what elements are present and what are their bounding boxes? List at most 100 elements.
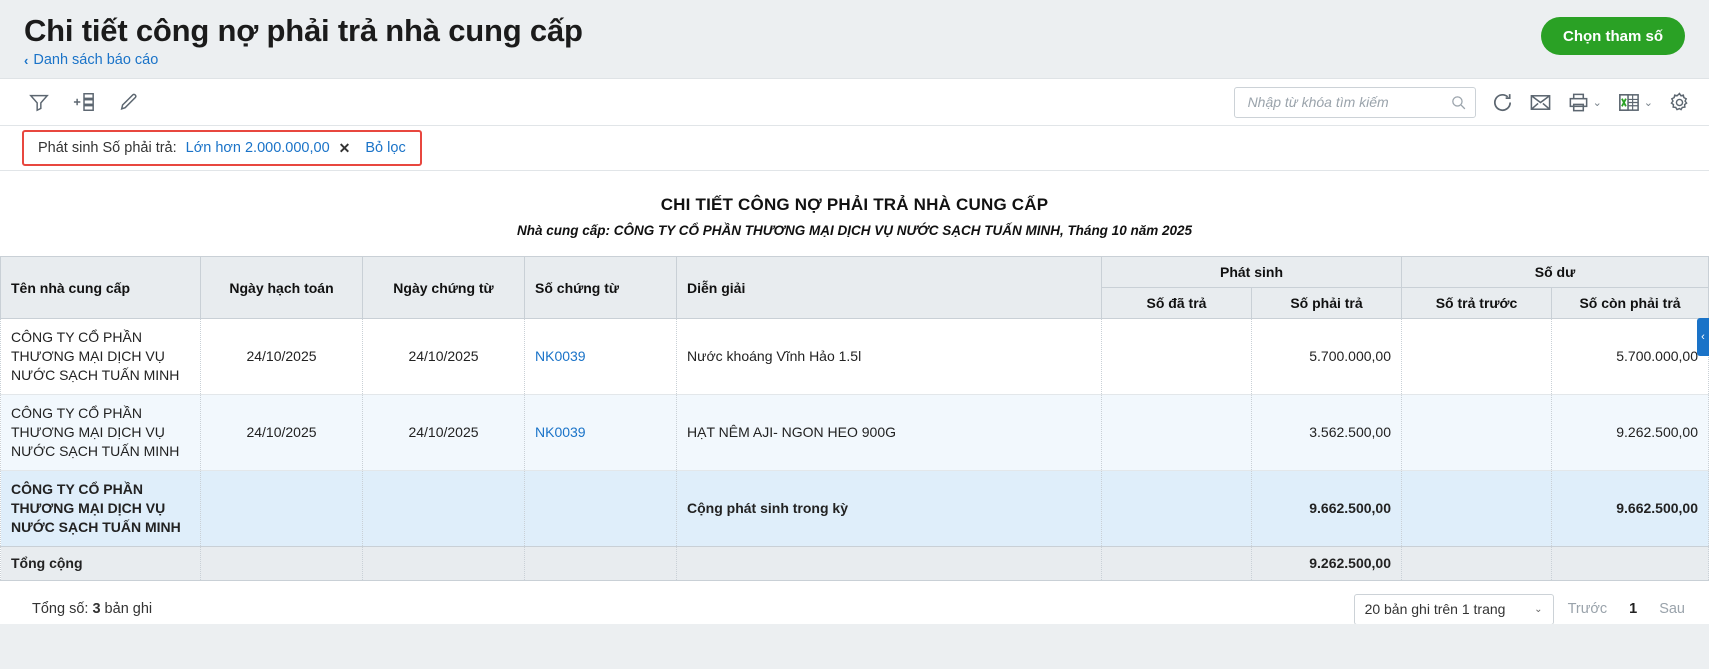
cell-posting-date: 24/10/2025 <box>200 394 363 471</box>
col-group-header-balance: Số dư <box>1401 256 1709 288</box>
report-title: CHI TIẾT CÔNG NỢ PHẢI TRẢ NHÀ CUNG CẤP <box>660 195 1049 214</box>
record-count: Tổng số: 3 bản ghi <box>32 601 152 617</box>
edit-icon[interactable] <box>118 91 140 113</box>
excel-icon[interactable] <box>1617 91 1641 114</box>
search-icon[interactable] <box>1450 94 1467 111</box>
collapse-panel-tab[interactable]: ‹ <box>1697 318 1709 356</box>
cell-prepaid <box>1401 470 1552 547</box>
cell-grand-remaining <box>1551 546 1709 581</box>
cell-paid <box>1100 394 1252 471</box>
cell-empty <box>676 546 1102 581</box>
choose-parameters-button[interactable]: Chọn tham số <box>1541 17 1685 55</box>
cell-paid <box>1100 318 1252 395</box>
col-header-prepaid[interactable]: Số trả trước <box>1401 287 1552 319</box>
chevron-left-icon: ‹ <box>24 52 29 68</box>
col-header-posting-date[interactable]: Ngày hạch toán <box>200 256 363 319</box>
add-column-icon[interactable] <box>72 91 96 113</box>
toolbar-divider <box>0 125 1709 126</box>
col-group-header-arising: Phát sinh <box>1100 256 1403 288</box>
cell-doc-date: 24/10/2025 <box>362 318 525 395</box>
page-size-select[interactable]: 20 bản ghi trên 1 trang ⌄ <box>1353 593 1554 625</box>
cell-grand-total-label: Tổng cộng <box>0 546 201 581</box>
prev-page-button[interactable]: Trước <box>1567 601 1608 617</box>
print-button[interactable]: ⌄ <box>1567 91 1602 114</box>
table-row[interactable]: CÔNG TY CỔ PHẦN THƯƠNG MẠI DỊCH VỤ NƯỚC … <box>0 318 1709 395</box>
active-filter-chip: Phát sinh Số phải trả: Lớn hơn 2.000.000… <box>22 130 422 166</box>
record-count-prefix: Tổng số: <box>32 601 93 617</box>
refresh-icon[interactable] <box>1491 91 1514 114</box>
search-box[interactable] <box>1233 86 1476 118</box>
close-icon[interactable]: ✕ <box>338 139 351 156</box>
breadcrumb-back-link[interactable]: ‹ Danh sách báo cáo <box>24 52 158 68</box>
filter-field-label: Phát sinh Số phải trả: <box>38 140 177 156</box>
filter-icon[interactable] <box>28 91 50 113</box>
toolbar: ⌄ ⌄ <box>0 79 1709 125</box>
table-row[interactable]: CÔNG TY CỔ PHẦN THƯƠNG MẠI DỊCH VỤ NƯỚC … <box>0 394 1709 471</box>
filter-bar: Phát sinh Số phải trả: Lớn hơn 2.000.000… <box>0 126 1709 170</box>
search-input[interactable] <box>1245 93 1450 111</box>
report-card: ⌄ ⌄ <box>0 78 1709 669</box>
filter-divider <box>0 170 1709 171</box>
settings-icon[interactable] <box>1668 91 1691 114</box>
next-page-button[interactable]: Sau <box>1659 601 1685 617</box>
col-header-doc-date[interactable]: Ngày chứng từ <box>362 256 525 319</box>
page-header: Chi tiết công nợ phải trả nhà cung cấp ‹… <box>0 0 1709 78</box>
cell-payable: 3.562.500,00 <box>1250 394 1403 471</box>
cell-description: Nước khoáng Vĩnh Hảo 1.5l <box>676 318 1102 395</box>
pagination: 20 bản ghi trên 1 trang ⌄ Trước 1 Sau <box>1353 593 1685 625</box>
cell-doc-no <box>524 470 677 547</box>
chevron-down-icon: ⌄ <box>1592 96 1602 109</box>
col-header-paid[interactable]: Số đã trả <box>1100 287 1252 319</box>
col-header-doc-no[interactable]: Số chứng từ <box>524 256 677 319</box>
report-table: Tên nhà cung cấp Ngày hạch toán Ngày chứ… <box>0 256 1709 581</box>
cell-grand-prepaid <box>1401 546 1552 581</box>
filter-value[interactable]: Lớn hơn 2.000.000,00 <box>185 140 330 156</box>
cell-empty <box>200 546 363 581</box>
clear-filter-button[interactable]: Bỏ lọc <box>365 140 406 156</box>
col-header-remaining[interactable]: Số còn phải trả <box>1551 287 1709 319</box>
cell-grand-paid <box>1100 546 1252 581</box>
record-count-suffix: bản ghi <box>100 601 153 617</box>
cell-grand-payable: 9.262.500,00 <box>1250 546 1403 581</box>
cell-doc-no-link[interactable]: NK0039 <box>524 394 677 471</box>
breadcrumb-label: Danh sách báo cáo <box>33 52 159 68</box>
col-header-supplier[interactable]: Tên nhà cung cấp <box>0 256 201 319</box>
cell-supplier: CÔNG TY CỔ PHẦN THƯƠNG MẠI DỊCH VỤ NƯỚC … <box>0 470 201 547</box>
export-excel-button[interactable]: ⌄ <box>1617 91 1653 114</box>
bottom-strip <box>0 624 1709 669</box>
toolbar-left-group <box>28 91 140 113</box>
table-body: CÔNG TY CỔ PHẦN THƯƠNG MẠI DỊCH VỤ NƯỚC … <box>0 318 1709 581</box>
cell-prepaid <box>1401 318 1552 395</box>
report-heading: CHI TIẾT CÔNG NỢ PHẢI TRẢ NHÀ CUNG CẤP N… <box>0 171 1709 256</box>
record-count-value: 3 <box>92 601 101 617</box>
cell-payable: 9.662.500,00 <box>1250 470 1403 547</box>
col-header-description[interactable]: Diễn giải <box>676 256 1102 319</box>
chevron-down-icon: ⌄ <box>1643 96 1653 109</box>
cell-paid <box>1100 470 1252 547</box>
chevron-down-icon: ⌄ <box>1534 603 1543 615</box>
email-icon[interactable] <box>1529 91 1552 114</box>
cell-doc-no-link[interactable]: NK0039 <box>524 318 677 395</box>
subtotal-row: CÔNG TY CỔ PHẦN THƯƠNG MẠI DỊCH VỤ NƯỚC … <box>0 470 1709 547</box>
cell-empty <box>362 546 525 581</box>
cell-prepaid <box>1401 394 1552 471</box>
table-head: Tên nhà cung cấp Ngày hạch toán Ngày chứ… <box>0 256 1709 319</box>
print-icon[interactable] <box>1567 91 1590 114</box>
cell-description: HẠT NÊM AJI- NGON HEO 900G <box>676 394 1102 471</box>
cell-remaining: 9.262.500,00 <box>1551 394 1709 471</box>
col-header-payable[interactable]: Số phải trả <box>1250 287 1403 319</box>
cell-remaining: 5.700.000,00 <box>1551 318 1709 395</box>
grand-total-row: Tổng cộng 9.262.500,00 <box>0 546 1709 581</box>
cell-posting-date <box>200 470 363 547</box>
cell-posting-date: 24/10/2025 <box>200 318 363 395</box>
cell-remaining: 9.662.500,00 <box>1551 470 1709 547</box>
cell-subtotal-label: Cộng phát sinh trong kỳ <box>676 470 1102 547</box>
cell-payable: 5.700.000,00 <box>1250 318 1403 395</box>
cell-empty <box>524 546 677 581</box>
page-title: Chi tiết công nợ phải trả nhà cung cấp <box>24 13 583 48</box>
cell-doc-date: 24/10/2025 <box>362 394 525 471</box>
cell-supplier: CÔNG TY CỔ PHẦN THƯƠNG MẠI DỊCH VỤ NƯỚC … <box>0 318 201 395</box>
current-page-number[interactable]: 1 <box>1629 601 1638 617</box>
toolbar-right-group: ⌄ ⌄ <box>1233 86 1691 118</box>
